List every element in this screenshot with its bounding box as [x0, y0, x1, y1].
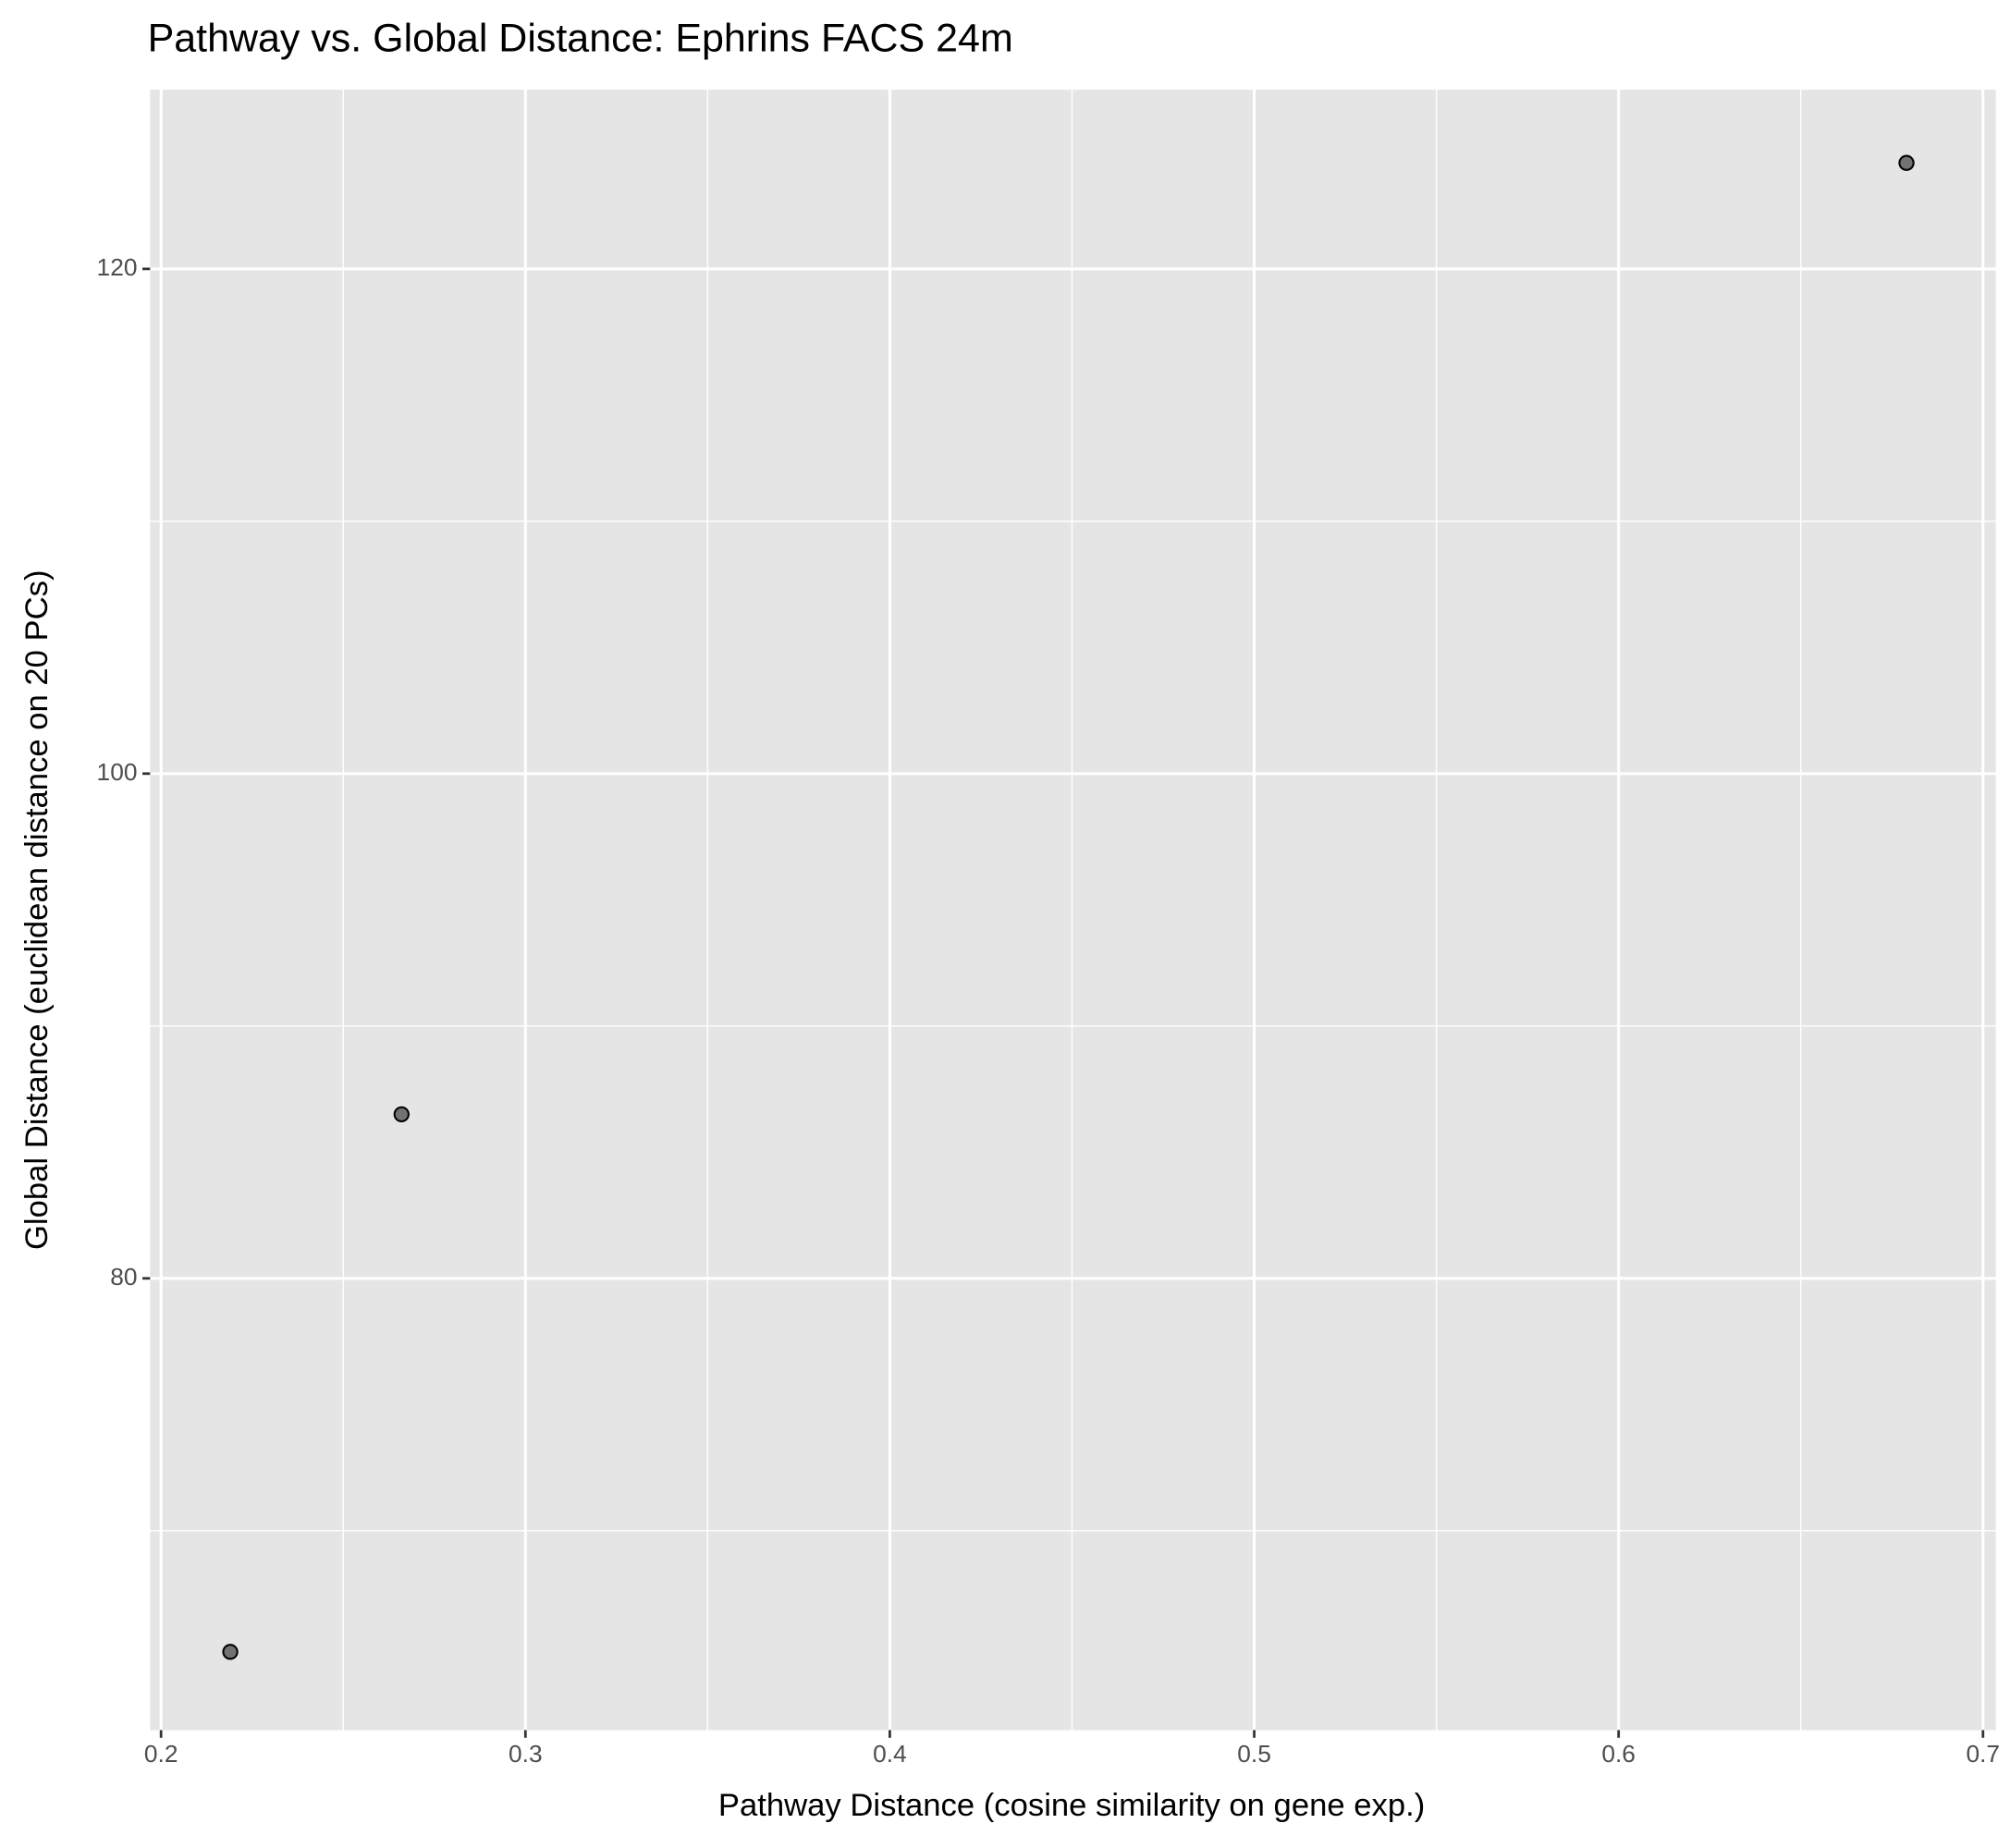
- y-axis-title: Global Distance (euclidean distance on 2…: [19, 569, 55, 1250]
- x-tick-label: 0.2: [144, 1740, 178, 1768]
- point: [393, 1106, 410, 1123]
- panel: [150, 90, 1996, 1731]
- x-tick-label: 0.7: [1966, 1740, 2000, 1768]
- chart-title: Pathway vs. Global Distance: Ephrins FAC…: [148, 17, 1013, 61]
- x-tick-label: 0.6: [1601, 1740, 1636, 1768]
- point: [222, 1644, 239, 1660]
- y-tick-label: 80: [110, 1263, 137, 1291]
- y-tick-label: 100: [97, 758, 138, 786]
- y-tick-label: 120: [97, 253, 138, 281]
- point: [1898, 154, 1915, 171]
- x-axis-title: Pathway Distance (cosine similarity on g…: [718, 1788, 1425, 1823]
- x-tick-label: 0.3: [509, 1740, 543, 1768]
- grid: [150, 90, 1996, 1731]
- marks: [222, 154, 1915, 1660]
- x-tick-label: 0.5: [1237, 1740, 1271, 1768]
- x-tick-label: 0.4: [873, 1740, 907, 1768]
